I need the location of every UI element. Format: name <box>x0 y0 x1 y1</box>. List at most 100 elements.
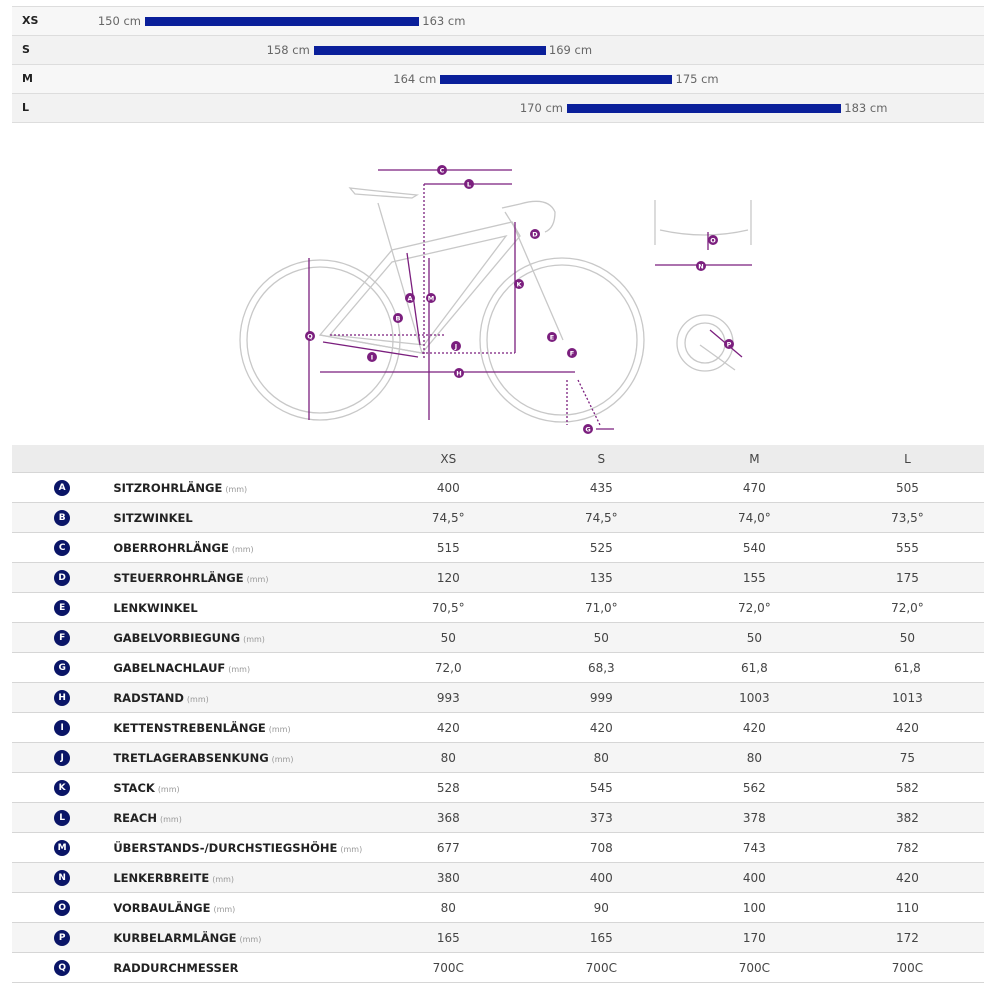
svg-text:C: C <box>440 167 445 175</box>
table-row: D STEUERROHRLÄNGE (mm) 120 135 155 175 <box>12 562 984 593</box>
table-cell: 50 <box>677 622 831 653</box>
table-cell: 400 <box>524 862 678 893</box>
table-cell: 172 <box>830 922 984 953</box>
dimension-lines <box>308 169 752 430</box>
diagram-label-h: H <box>454 368 464 378</box>
size-range-row: L 170 cm 183 cm <box>12 93 984 123</box>
column-header <box>112 445 372 473</box>
size-range-row: S 158 cm 169 cm <box>12 35 984 64</box>
parameter-unit: (mm) <box>271 754 294 764</box>
key-badge: L <box>54 810 71 826</box>
size-label: XS <box>22 14 39 27</box>
table-cell: 50 <box>830 622 984 653</box>
max-height-label: 163 cm <box>422 14 466 28</box>
svg-text:I: I <box>371 354 373 362</box>
parameter-unit: (mm) <box>231 544 254 554</box>
max-height-label: 169 cm <box>548 43 593 57</box>
table-cell: 528 <box>371 772 525 803</box>
table-cell: 1003 <box>677 682 831 713</box>
max-height-label: 183 cm <box>844 101 888 115</box>
diagram-label-q: Q <box>305 331 315 341</box>
table-cell: 420 <box>677 712 831 743</box>
key-badge: D <box>54 570 71 586</box>
table-cell: 70,5° <box>371 592 525 623</box>
diagram-label-c: C <box>437 165 447 175</box>
table-cell: 677 <box>371 832 525 863</box>
svg-text:N: N <box>698 263 703 271</box>
key-badge: J <box>54 750 71 766</box>
parameter-unit: (mm) <box>157 784 180 794</box>
min-height-label: 150 cm <box>97 14 141 28</box>
table-cell: 708 <box>524 832 678 863</box>
table-cell: 72,0° <box>677 592 831 623</box>
key-badge: N <box>54 870 71 886</box>
table-cell: 420 <box>830 862 984 893</box>
table-cell: 380 <box>371 862 525 893</box>
table-cell: 165 <box>524 922 678 953</box>
parameter-unit: (mm) <box>212 874 235 884</box>
parameter-unit: (mm) <box>228 664 251 674</box>
table-cell: 545 <box>524 772 678 803</box>
size-label: L <box>22 101 30 114</box>
size-range-row: XS 150 cm 163 cm <box>12 6 984 35</box>
parameter-name: TRETLAGERABSENKUNG <box>113 750 269 765</box>
table-cell: 400 <box>371 472 525 503</box>
table-cell: 155 <box>677 562 831 593</box>
svg-text:Q: Q <box>307 333 313 341</box>
parameter-name: KURBELARMLÄNGE <box>113 930 237 945</box>
table-row: M ÜBERSTANDS-/DURCHSTIEGSHÖHE (mm) 677 708 7… <box>12 832 984 863</box>
table-cell: 75 <box>830 742 984 773</box>
table-cell: 515 <box>371 532 525 563</box>
table-cell: 120 <box>371 562 525 593</box>
key-badge: I <box>54 720 71 736</box>
bike-drawing <box>239 187 752 423</box>
key-badge: O <box>54 900 71 916</box>
table-cell: 71,0° <box>524 592 678 623</box>
min-height-label: 170 cm <box>519 101 563 115</box>
table-cell: 73,5° <box>830 502 984 533</box>
table-cell: 72,0° <box>830 592 984 623</box>
table-header: XS S M L <box>12 445 984 473</box>
diagram-label-n: N <box>696 261 706 271</box>
table-cell: 170 <box>677 922 831 953</box>
parameter-name: RADSTAND <box>113 690 184 705</box>
parameter-name: GABELVORBIEGUNG <box>113 630 241 645</box>
key-badge: H <box>54 690 71 706</box>
table-cell: 110 <box>830 892 984 923</box>
parameter-name: STACK <box>113 780 155 795</box>
parameter-name: LENKWINKEL <box>113 600 198 615</box>
table-cell: 420 <box>371 712 525 743</box>
parameter-name: ÜBERSTANDS-/DURCHSTIEGSHÖHE <box>113 840 338 855</box>
diagram-label-a: A <box>405 293 415 303</box>
diagram-label-e: E <box>547 332 557 342</box>
key-badge: G <box>54 660 71 676</box>
diagram-labels: A B C D E F G H I J K L M N O P Q <box>305 165 734 434</box>
table-cell: 505 <box>830 472 984 503</box>
geometry-table: XS S M L A SITZROHRLÄNGE (mm) 400 435 470 505 B S… <box>12 445 984 983</box>
key-badge: Q <box>54 960 71 976</box>
parameter-unit: (mm) <box>268 724 291 734</box>
table-cell: 80 <box>371 742 525 773</box>
table-row: O VORBAULÄNGE (mm) 80 90 100 110 <box>12 892 984 923</box>
table-row: E LENKWINKEL 70,5° 71,0° 72,0° 72,0° <box>12 592 984 623</box>
table-row: I KETTENSTREBENLÄNGE (mm) 420 420 420 420 <box>12 712 984 743</box>
table-cell: 74,0° <box>677 502 831 533</box>
table-row: Q RADDURCHMESSER 700C 700C 700C 700C <box>12 952 984 983</box>
svg-text:M: M <box>428 295 434 303</box>
parameter-name: REACH <box>113 810 157 825</box>
table-cell: 700C <box>524 952 678 983</box>
diagram-label-p: P <box>724 339 734 349</box>
svg-text:E: E <box>550 334 554 342</box>
parameter-name: SITZROHRLÄNGE <box>113 480 223 495</box>
diagram-label-l: L <box>464 179 474 189</box>
table-cell: 555 <box>830 532 984 563</box>
height-range-bar <box>567 104 842 113</box>
table-cell: 435 <box>524 472 678 503</box>
table-cell: 525 <box>524 532 678 563</box>
diagram-label-m: M <box>426 293 436 303</box>
column-header <box>12 445 113 473</box>
size-label: M <box>22 72 33 85</box>
key-badge: A <box>54 480 71 496</box>
height-range-bar <box>440 75 673 84</box>
table-cell: 582 <box>830 772 984 803</box>
